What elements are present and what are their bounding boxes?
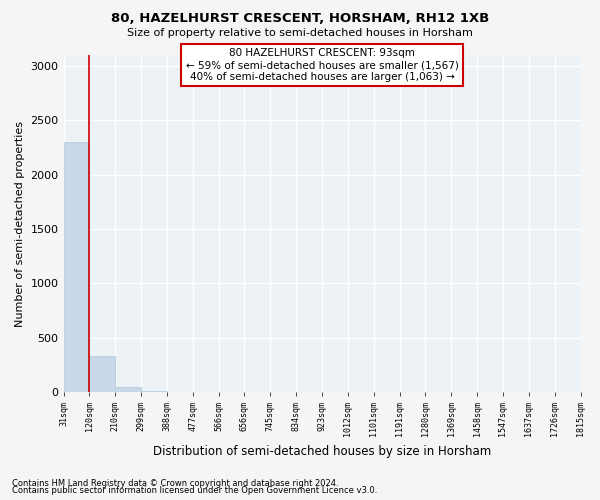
Bar	[115, 386, 141, 392]
Text: Contains public sector information licensed under the Open Government Licence v3: Contains public sector information licen…	[12, 486, 377, 495]
Bar	[89, 356, 115, 392]
Text: Size of property relative to semi-detached houses in Horsham: Size of property relative to semi-detach…	[127, 28, 473, 38]
Text: 80, HAZELHURST CRESCENT, HORSHAM, RH12 1XB: 80, HAZELHURST CRESCENT, HORSHAM, RH12 1…	[111, 12, 489, 26]
Text: 80 HAZELHURST CRESCENT: 93sqm
← 59% of semi-detached houses are smaller (1,567)
: 80 HAZELHURST CRESCENT: 93sqm ← 59% of s…	[185, 48, 458, 82]
X-axis label: Distribution of semi-detached houses by size in Horsham: Distribution of semi-detached houses by …	[153, 444, 491, 458]
Y-axis label: Number of semi-detached properties: Number of semi-detached properties	[15, 120, 25, 326]
Text: Contains HM Land Registry data © Crown copyright and database right 2024.: Contains HM Land Registry data © Crown c…	[12, 478, 338, 488]
Bar	[64, 142, 89, 392]
